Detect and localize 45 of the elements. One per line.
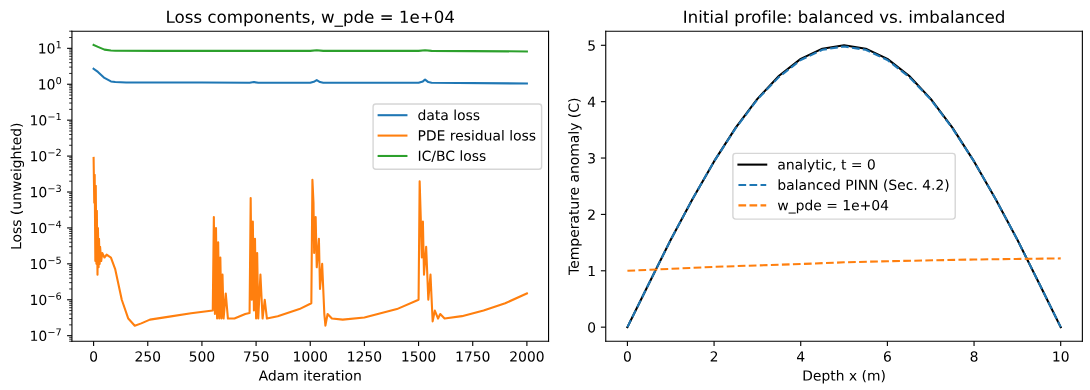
x-tick-label: 8: [970, 351, 978, 362]
x-tick-label: 0: [90, 351, 98, 362]
y-tick-label: 1: [588, 265, 595, 277]
y-tick-label: 10$^{0}$: [39, 76, 62, 90]
x-tick-label: 500: [189, 351, 215, 362]
chart-title: Loss components, w_pde = 1e+04: [167, 10, 455, 27]
line-series: [92, 67, 528, 85]
x-tick-label: 750: [243, 351, 269, 362]
y-tick-label: 10$^{−5}$: [31, 256, 61, 270]
x-tick-label: 2000: [510, 351, 544, 362]
x-tick-label: 1500: [402, 351, 436, 362]
x-axis-title: Depth x (m): [803, 369, 885, 384]
y-tick-label: 10$^{−6}$: [31, 292, 62, 306]
y-tick-label: 0: [588, 322, 596, 333]
x-axis-title: Adam iteration: [258, 369, 361, 381]
line-series: [626, 257, 1062, 272]
y-tick-label: 10$^{−1}$: [31, 112, 61, 126]
y-tick-label: 10$^{−2}$: [31, 148, 61, 162]
y-tick-label: 2: [588, 209, 595, 220]
y-tick-label: 10$^{−3}$: [31, 184, 61, 198]
y-tick-label: 10$^{−7}$: [31, 328, 61, 342]
legend-label: data loss: [418, 109, 480, 121]
line-series: [92, 43, 528, 53]
x-tick-label: 250: [135, 351, 161, 362]
y-axis-title: Loss (unweighted): [10, 123, 25, 249]
y-tick-label: 4: [587, 96, 596, 107]
x-tick-label: 6: [883, 351, 891, 362]
y-tick-label: 3: [588, 153, 595, 164]
x-tick-label: 10: [1053, 351, 1069, 362]
legend-label: PDE residual loss: [418, 129, 536, 141]
x-tick-label: 1000: [294, 351, 327, 362]
x-tick-label: 0: [623, 351, 631, 362]
y-tick-label: 5: [588, 40, 595, 51]
x-tick-label: 1750: [456, 351, 490, 362]
y-tick-label: 10$^{−4}$: [31, 220, 62, 234]
legend-label: balanced PINN (Sec. 4.2): [778, 179, 949, 192]
x-tick-label: 1250: [348, 351, 382, 362]
chart-title: Initial profile: balanced vs. imbalanced: [684, 10, 1004, 27]
y-axis-title: Temperature anomaly (C): [568, 98, 582, 275]
legend-label: analytic, t = 0: [778, 158, 875, 173]
legend-label: w_pde = 1e+04: [777, 199, 889, 214]
x-tick-label: 4: [796, 351, 805, 362]
y-tick-label: 10$^{1}$: [39, 41, 61, 54]
legend-label: IC/BC loss: [418, 150, 486, 163]
x-tick-label: 2: [710, 351, 718, 362]
